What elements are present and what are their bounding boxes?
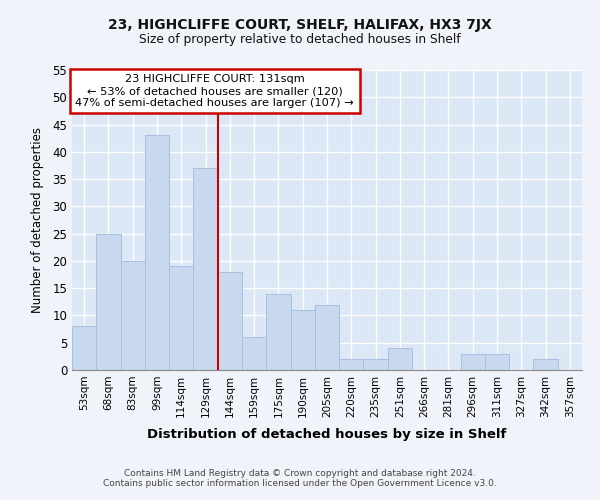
Bar [218, 272, 242, 370]
Bar [96, 234, 121, 370]
Bar [145, 136, 169, 370]
Bar [461, 354, 485, 370]
Bar [315, 304, 339, 370]
Bar [339, 359, 364, 370]
Bar [485, 354, 509, 370]
Bar [169, 266, 193, 370]
Bar [266, 294, 290, 370]
Text: Size of property relative to detached houses in Shelf: Size of property relative to detached ho… [139, 32, 461, 46]
Bar [290, 310, 315, 370]
Bar [72, 326, 96, 370]
Bar [121, 261, 145, 370]
X-axis label: Distribution of detached houses by size in Shelf: Distribution of detached houses by size … [148, 428, 506, 441]
Bar [533, 359, 558, 370]
Bar [193, 168, 218, 370]
Text: Contains HM Land Registry data © Crown copyright and database right 2024.: Contains HM Land Registry data © Crown c… [124, 468, 476, 477]
Text: 23, HIGHCLIFFE COURT, SHELF, HALIFAX, HX3 7JX: 23, HIGHCLIFFE COURT, SHELF, HALIFAX, HX… [108, 18, 492, 32]
Bar [364, 359, 388, 370]
Bar [388, 348, 412, 370]
Y-axis label: Number of detached properties: Number of detached properties [31, 127, 44, 313]
Text: Contains public sector information licensed under the Open Government Licence v3: Contains public sector information licen… [103, 478, 497, 488]
Bar [242, 338, 266, 370]
Text: 23 HIGHCLIFFE COURT: 131sqm
← 53% of detached houses are smaller (120)
47% of se: 23 HIGHCLIFFE COURT: 131sqm ← 53% of det… [76, 74, 354, 108]
